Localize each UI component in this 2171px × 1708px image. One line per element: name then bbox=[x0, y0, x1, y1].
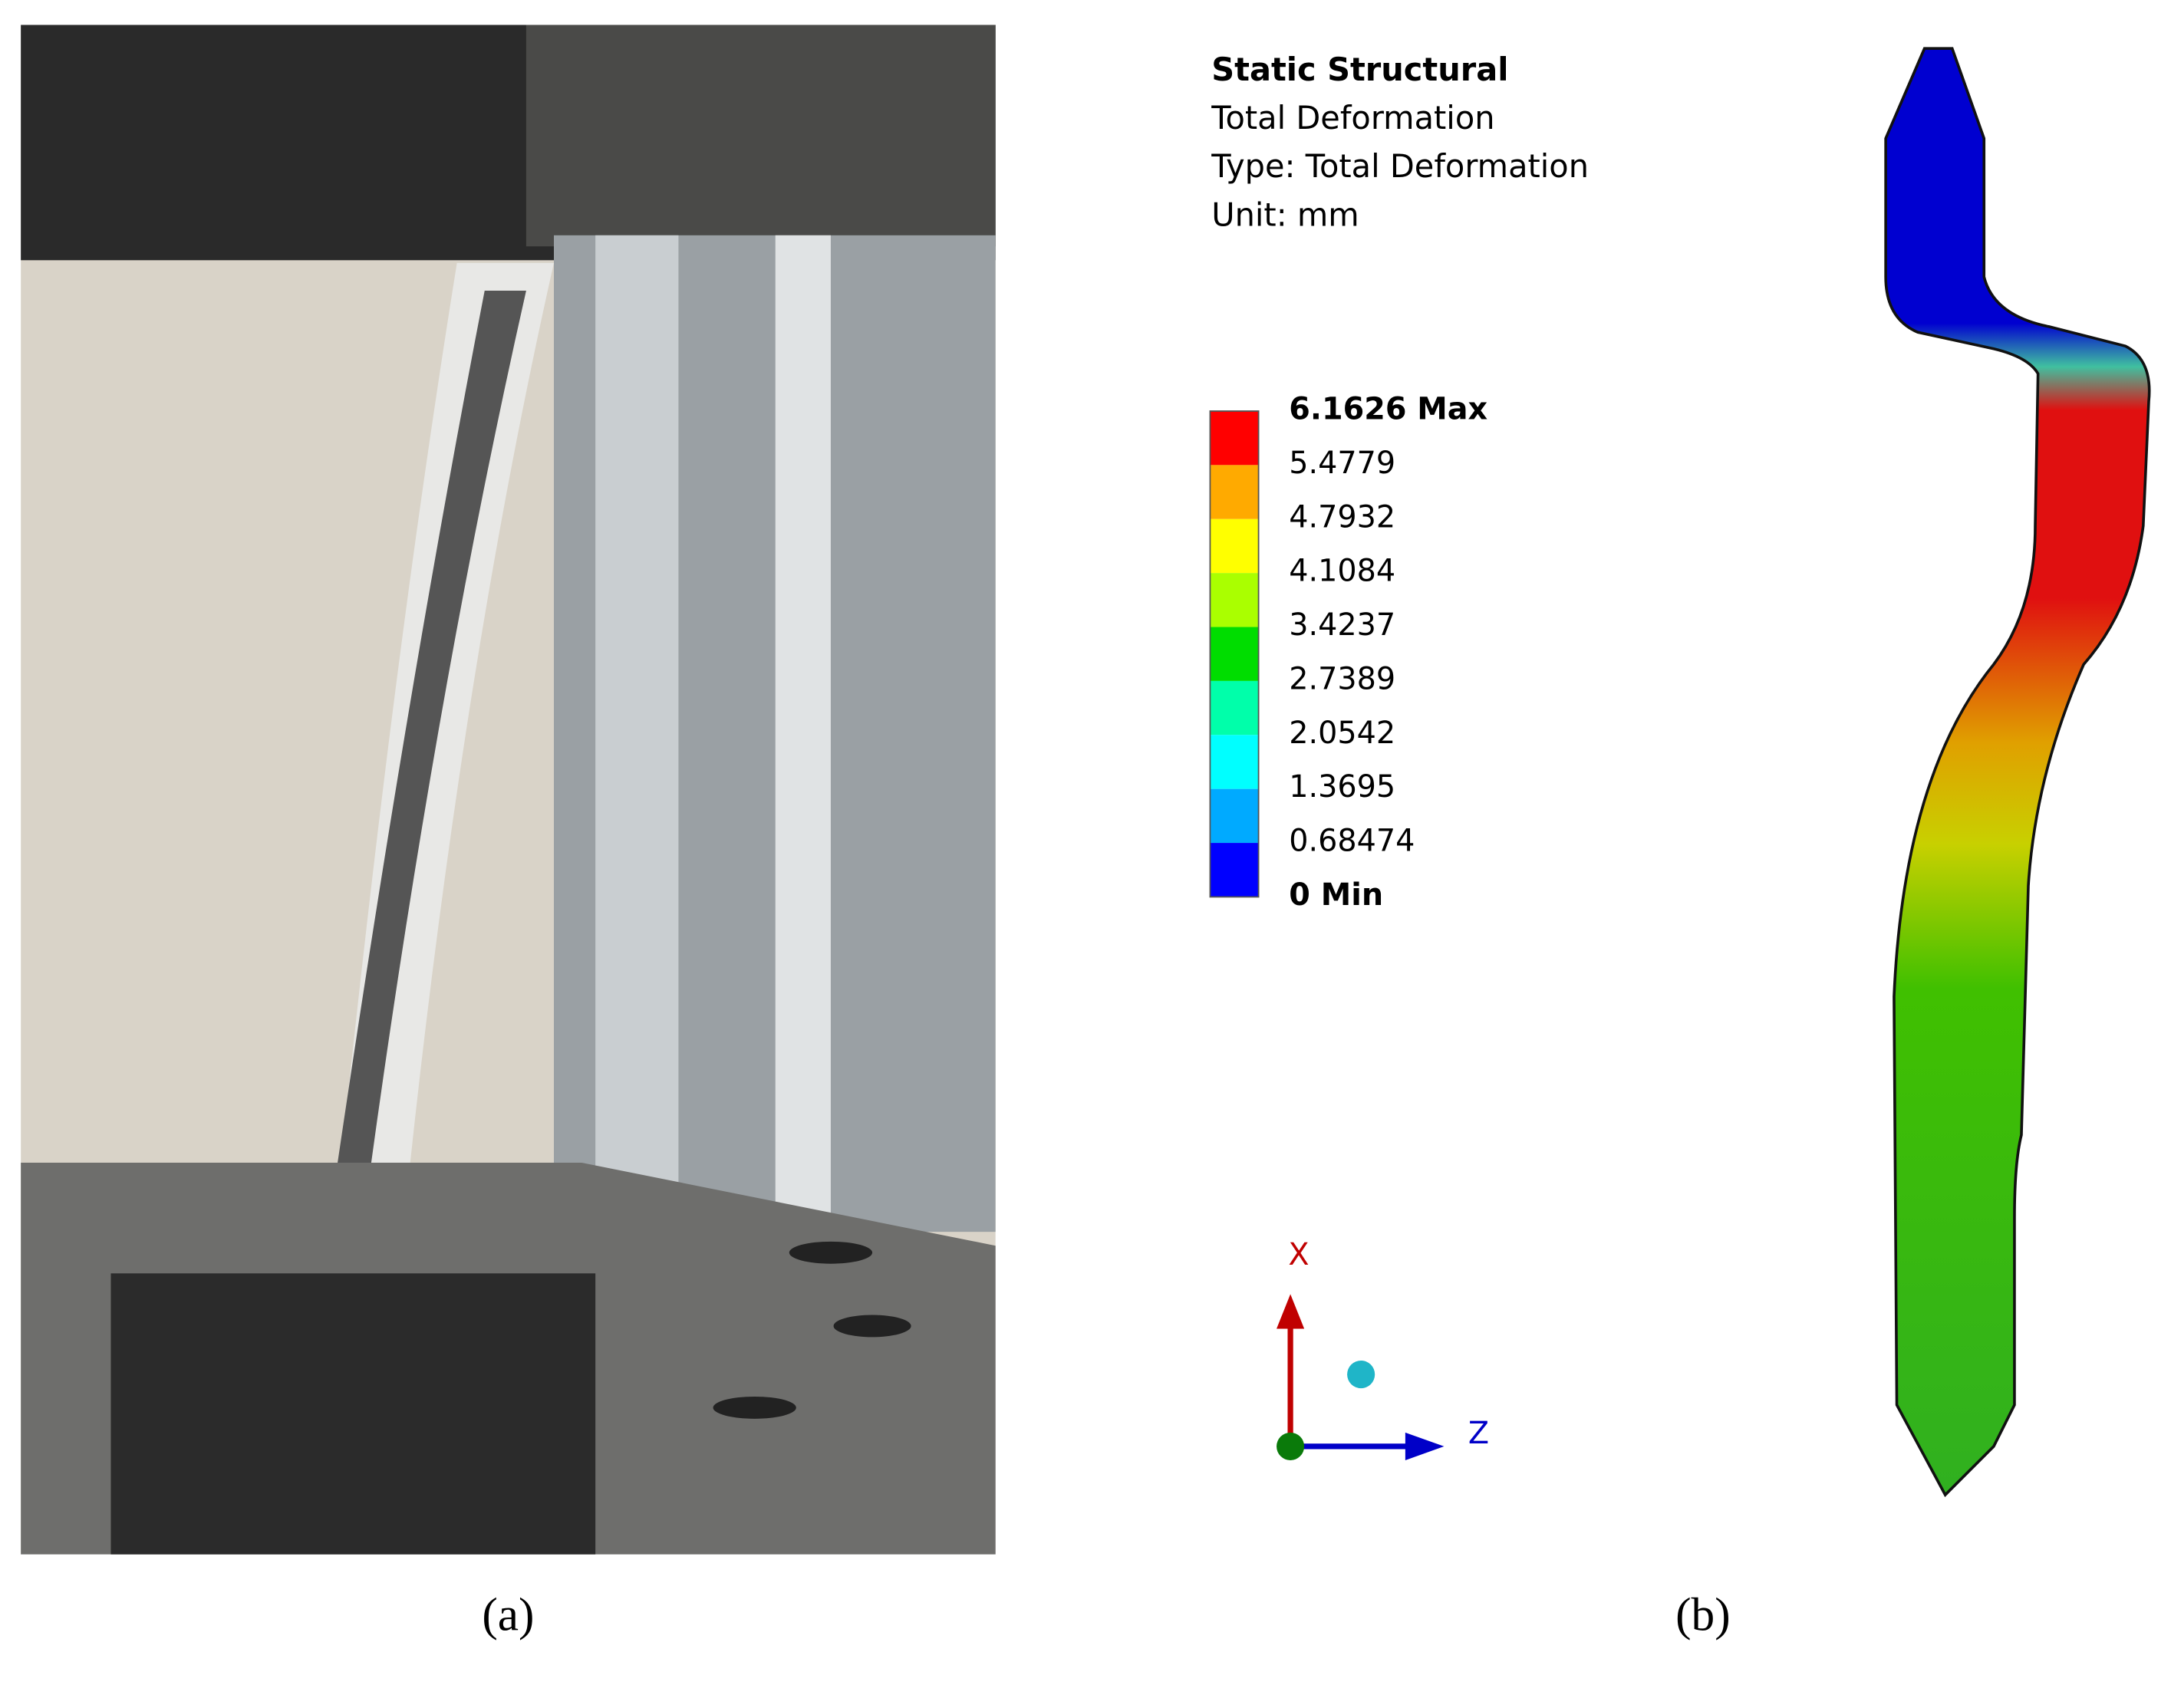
legend-band bbox=[1210, 465, 1259, 519]
legend-label: 6.1626 Max bbox=[1289, 391, 1487, 426]
legend-band bbox=[1210, 573, 1259, 627]
result-line: Total Deformation bbox=[1211, 99, 1494, 137]
axis-label: X bbox=[1288, 1237, 1309, 1272]
legend-label: 2.7389 bbox=[1289, 661, 1395, 696]
legend-band bbox=[1210, 410, 1259, 466]
legend-label: 4.7932 bbox=[1289, 499, 1395, 535]
legend-label: 2.0542 bbox=[1289, 716, 1395, 751]
legend-band bbox=[1210, 788, 1259, 844]
legend-band bbox=[1210, 843, 1259, 897]
legend-band bbox=[1210, 735, 1259, 789]
result-line: Type: Total Deformation bbox=[1211, 147, 1589, 185]
legend: 6.1626 Max 5.4779 4.7932 4.1084 3.4237 2.7389… bbox=[1209, 391, 1487, 913]
legend-band bbox=[1210, 518, 1259, 574]
legend-frame bbox=[1209, 410, 1260, 898]
legend-label: 1.3695 bbox=[1289, 769, 1395, 805]
legend-band bbox=[1210, 680, 1259, 736]
panel-label: (a) bbox=[482, 1589, 534, 1641]
photo bbox=[21, 25, 996, 1555]
legend-band bbox=[1210, 627, 1259, 681]
legend-label: 0 Min bbox=[1289, 877, 1383, 913]
legend-label: 3.4237 bbox=[1289, 607, 1395, 643]
result-line: Unit: mm bbox=[1211, 196, 1359, 233]
legend-label: 4.1084 bbox=[1289, 554, 1395, 589]
result-title: Static Structural bbox=[1211, 51, 1508, 88]
axis-label: Z bbox=[1468, 1416, 1489, 1451]
legend-label: 5.4779 bbox=[1289, 446, 1395, 481]
axis-triad: X Z bbox=[1277, 1237, 1489, 1460]
legend-label: 0.68474 bbox=[1289, 824, 1415, 859]
deformed-model bbox=[1884, 47, 2151, 1498]
panel-label: (b) bbox=[1675, 1589, 1731, 1641]
